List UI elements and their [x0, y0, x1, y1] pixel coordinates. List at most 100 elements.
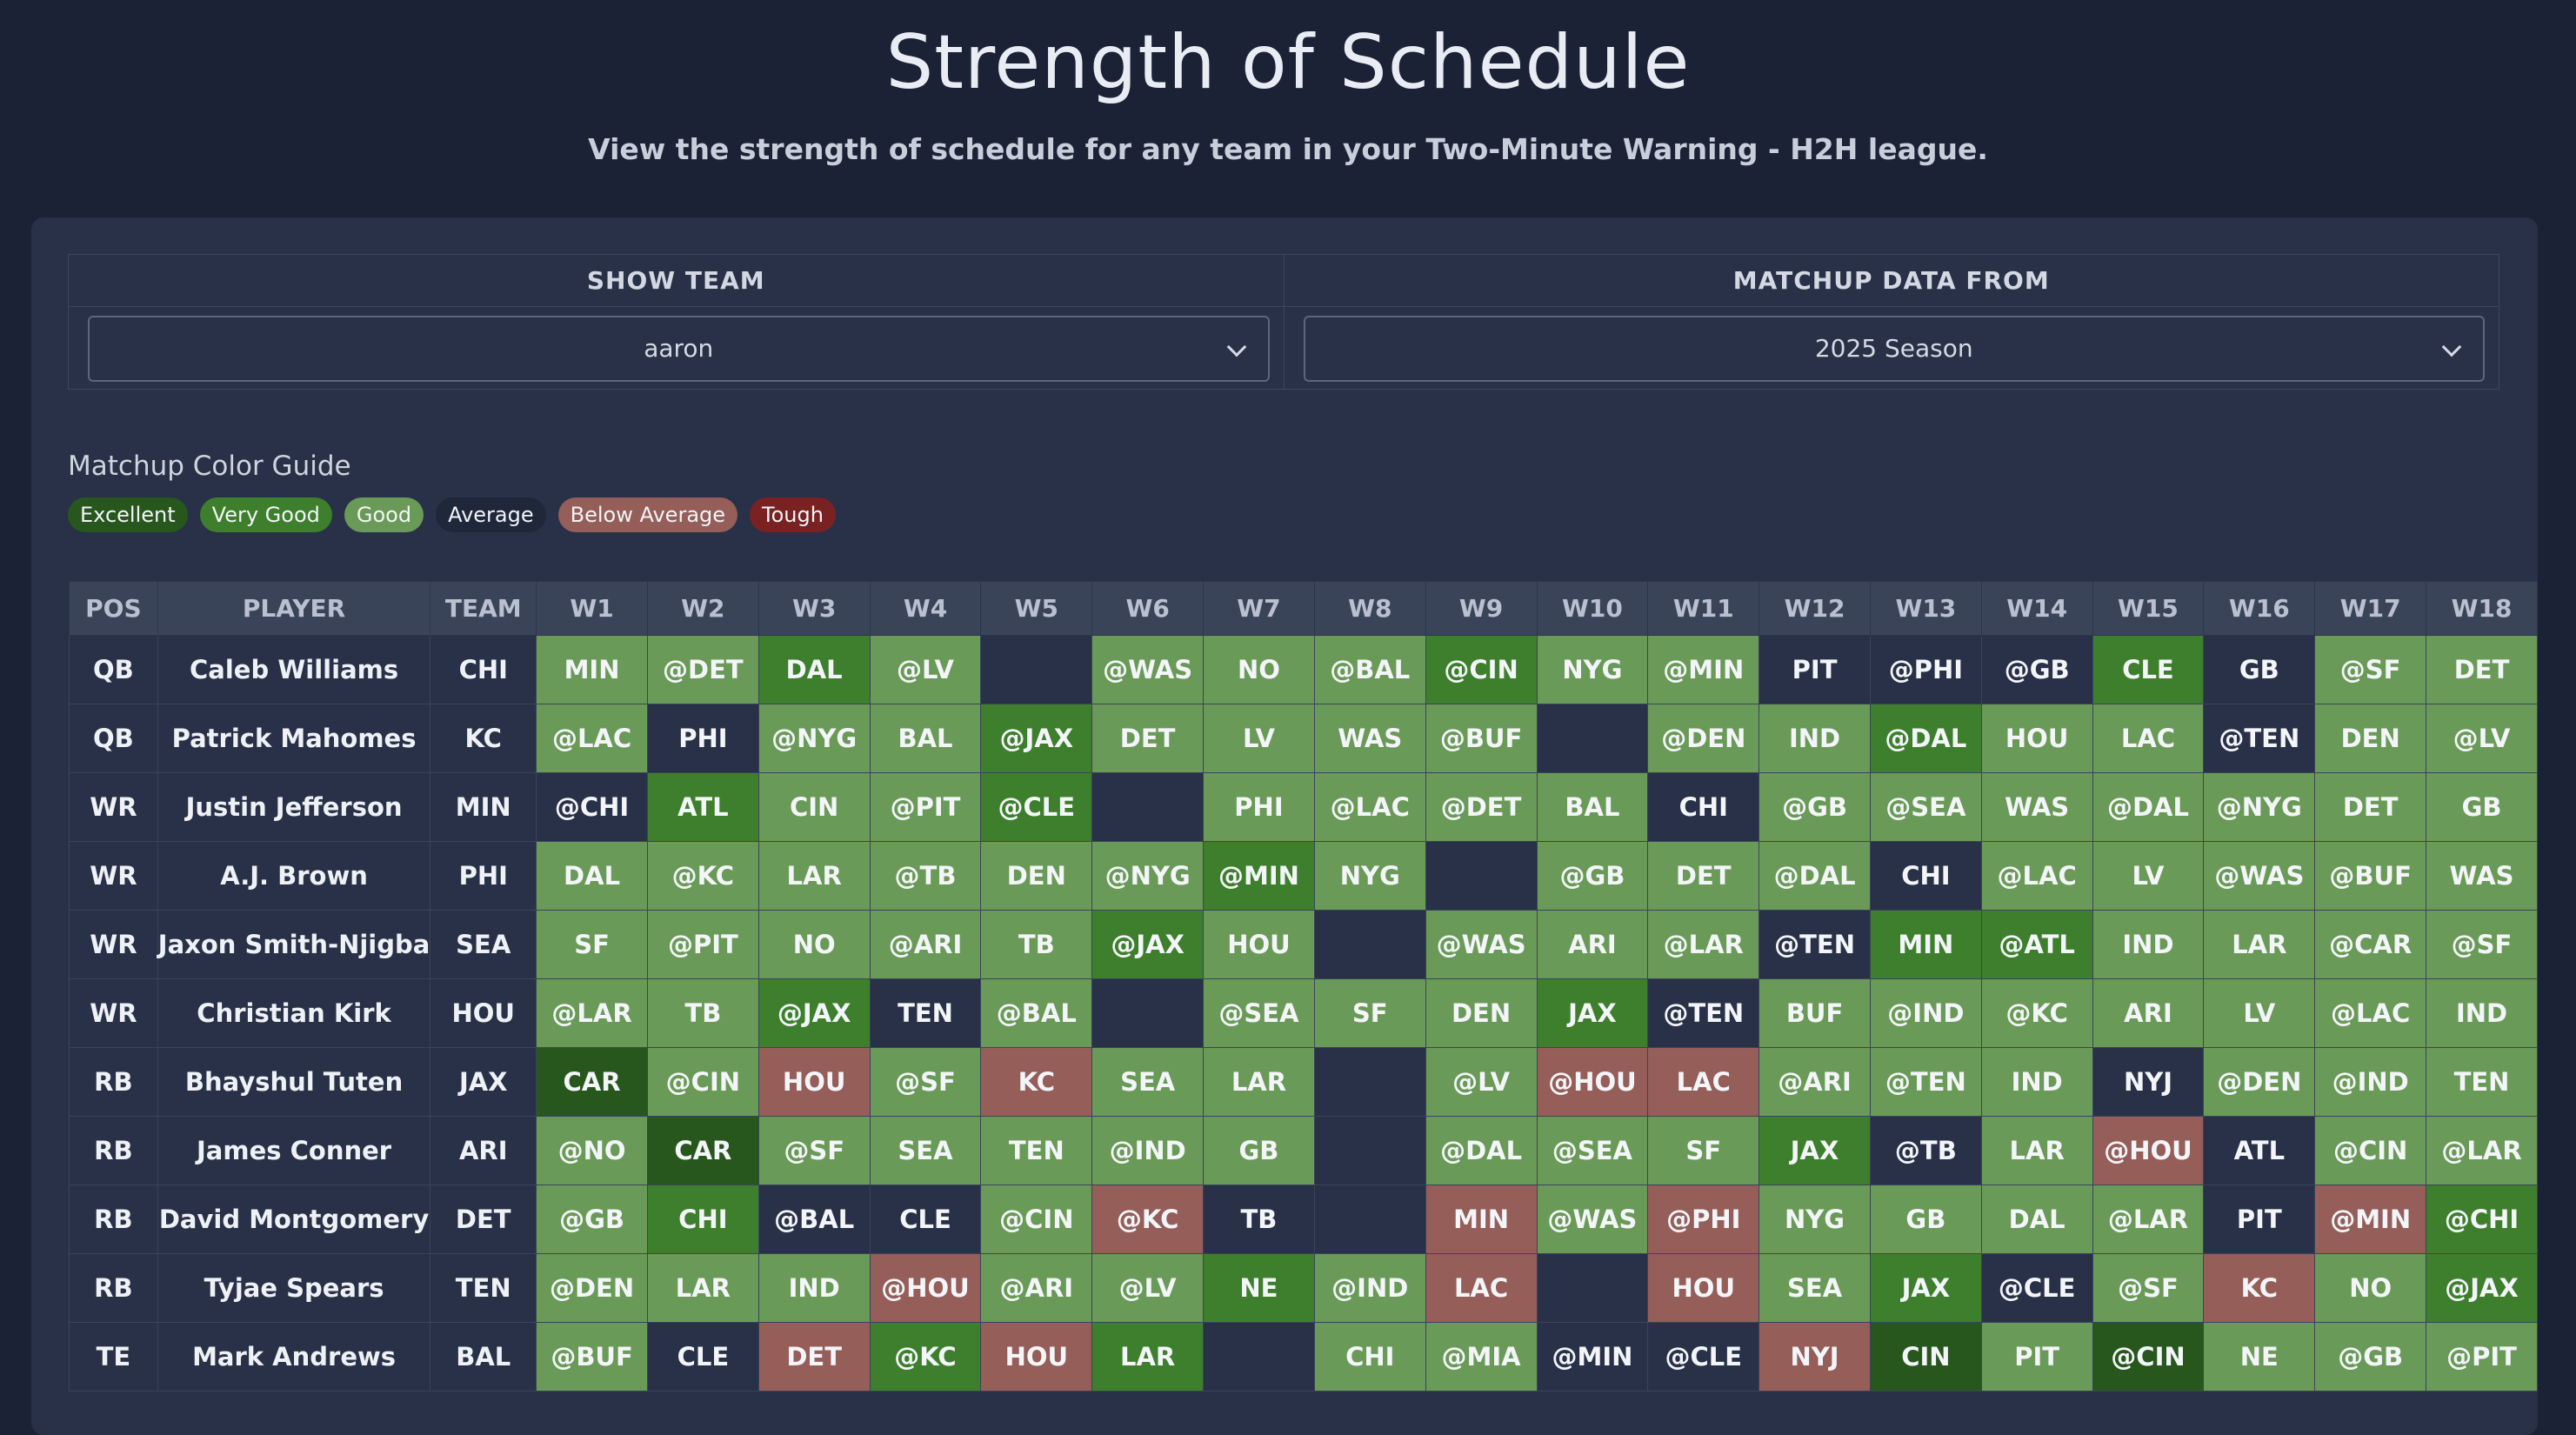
team-cell: BAL — [430, 1322, 537, 1392]
matchup-cell: NE — [1203, 1253, 1315, 1323]
team-select-value: aaron — [644, 334, 714, 363]
matchup-cell: SEA — [1091, 1047, 1205, 1117]
position-cell: RB — [69, 1047, 158, 1117]
matchup-cell: MIN — [536, 635, 648, 704]
matchup-cell: @SEA — [1203, 978, 1315, 1048]
matchup-cell: IND — [2426, 978, 2538, 1048]
player-cell[interactable]: Bhayshul Tuten — [157, 1047, 431, 1117]
column-header-player[interactable]: PLAYER — [157, 581, 431, 636]
matchup-cell: @LAC — [2314, 978, 2427, 1048]
matchup-cell: @GB — [1758, 772, 1871, 842]
column-header-w12[interactable]: W12 — [1758, 581, 1871, 636]
matchup-cell: @JAX — [980, 704, 1093, 773]
matchup-cell: @LAR — [2092, 1185, 2205, 1254]
player-cell[interactable]: Patrick Mahomes — [157, 704, 431, 773]
position-cell: RB — [69, 1185, 158, 1254]
team-cell: MIN — [430, 772, 537, 842]
column-header-pos[interactable]: POS — [69, 581, 158, 636]
matchup-cell: TB — [980, 910, 1093, 979]
bye-week-cell — [1313, 1116, 1426, 1185]
matchup-cell: HOU — [980, 1322, 1093, 1392]
matchup-cell: DEN — [980, 841, 1093, 911]
matchup-cell: @DEN — [536, 1253, 648, 1323]
column-header-w8[interactable]: W8 — [1313, 581, 1426, 636]
table-row: QB Patrick Mahomes KC @LAC PHI @NYG BAL @JAX DET… — [69, 704, 2538, 773]
matchup-cell: ARI — [2092, 978, 2205, 1048]
player-cell[interactable]: Caleb Williams — [157, 635, 431, 704]
player-cell[interactable]: Jaxon Smith-Njigba — [157, 910, 431, 979]
column-header-w14[interactable]: W14 — [1980, 581, 2093, 636]
column-header-w17[interactable]: W17 — [2314, 581, 2427, 636]
column-header-w16[interactable]: W16 — [2203, 581, 2316, 636]
matchup-cell: @KC — [1980, 978, 2093, 1048]
player-cell[interactable]: James Conner — [157, 1116, 431, 1185]
matchup-cell: @DEN — [1647, 704, 1760, 773]
matchup-cell: @IND — [1313, 1253, 1426, 1323]
player-cell[interactable]: Tyjae Spears — [157, 1253, 431, 1323]
matchup-cell: NE — [2203, 1322, 2316, 1392]
column-header-w9[interactable]: W9 — [1425, 581, 1538, 636]
matchup-cell: @LAR — [1647, 910, 1760, 979]
column-header-w5[interactable]: W5 — [980, 581, 1093, 636]
matchup-cell: @GB — [1980, 635, 2093, 704]
matchup-cell: @HOU — [1536, 1047, 1649, 1117]
bye-week-cell — [1091, 978, 1205, 1048]
season-select[interactable]: 2025 Season — [1303, 316, 2485, 382]
matchup-cell: CHI — [1647, 772, 1760, 842]
matchup-cell: @GB — [2314, 1322, 2427, 1392]
column-header-w4[interactable]: W4 — [869, 581, 982, 636]
matchup-cell: @ARI — [980, 1253, 1093, 1323]
schedule-table: POS PLAYER TEAM W1 W2 W3 W4 W5 W6 W7 W8 W9 W10 W11 W12… — [69, 581, 2538, 1392]
matchup-cell: BUF — [1758, 978, 1871, 1048]
matchup-cell: DET — [1091, 704, 1205, 773]
matchup-cell: @BUF — [1425, 704, 1538, 773]
column-header-w6[interactable]: W6 — [1091, 581, 1205, 636]
column-header-w13[interactable]: W13 — [1869, 581, 1982, 636]
matchup-cell: @SF — [757, 1116, 871, 1185]
table-row: QB Caleb Williams CHI MIN @DET DAL @LV @WAS NO @B… — [69, 635, 2538, 704]
matchup-cell: CAR — [646, 1116, 759, 1185]
matchup-cell: @ARI — [1758, 1047, 1871, 1117]
column-header-w3[interactable]: W3 — [757, 581, 871, 636]
position-cell: WR — [69, 978, 158, 1048]
table-row: RB Bhayshul Tuten JAX CAR @CIN HOU @SF KC SEA LAR… — [69, 1047, 2538, 1117]
matchup-cell: CLE — [2092, 635, 2205, 704]
player-cell[interactable]: Justin Jefferson — [157, 772, 431, 842]
player-cell[interactable]: A.J. Brown — [157, 841, 431, 911]
matchup-cell: @GB — [1536, 841, 1649, 911]
column-header-w15[interactable]: W15 — [2092, 581, 2205, 636]
matchup-cell: DAL — [1980, 1185, 2093, 1254]
matchup-cell: IND — [1758, 704, 1871, 773]
matchup-cell: @PIT — [646, 910, 759, 979]
matchup-cell: ARI — [1536, 910, 1649, 979]
column-header-w7[interactable]: W7 — [1203, 581, 1315, 636]
column-header-w11[interactable]: W11 — [1647, 581, 1760, 636]
matchup-cell: TEN — [980, 1116, 1093, 1185]
matchup-cell: @WAS — [2203, 841, 2316, 911]
matchup-cell: IND — [1980, 1047, 2093, 1117]
bye-week-cell — [1313, 1047, 1426, 1117]
column-header-w18[interactable]: W18 — [2426, 581, 2538, 636]
player-cell[interactable]: Mark Andrews — [157, 1322, 431, 1392]
column-header-w2[interactable]: W2 — [646, 581, 759, 636]
matchup-cell: HOU — [1980, 704, 2093, 773]
matchup-cell: @CHI — [2426, 1185, 2538, 1254]
matchup-cell: @CIN — [1425, 635, 1538, 704]
matchup-cell: @HOU — [869, 1253, 982, 1323]
matchup-cell: LAR — [2203, 910, 2316, 979]
matchup-cell: ATL — [646, 772, 759, 842]
column-header-w10[interactable]: W10 — [1536, 581, 1649, 636]
matchup-cell: HOU — [757, 1047, 871, 1117]
team-select[interactable]: aaron — [88, 316, 1270, 382]
player-cell[interactable]: Christian Kirk — [157, 978, 431, 1048]
matchup-cell: LV — [2203, 978, 2316, 1048]
column-header-w1[interactable]: W1 — [536, 581, 648, 636]
matchup-cell: CHI — [1869, 841, 1982, 911]
player-cell[interactable]: David Montgomery — [157, 1185, 431, 1254]
legend-pill: Very Good — [199, 497, 332, 532]
column-header-team[interactable]: TEAM — [430, 581, 537, 636]
matchup-cell: DAL — [757, 635, 871, 704]
matchup-cell: SEA — [1758, 1253, 1871, 1323]
matchup-cell: CHI — [646, 1185, 759, 1254]
bye-week-cell — [1536, 704, 1649, 773]
